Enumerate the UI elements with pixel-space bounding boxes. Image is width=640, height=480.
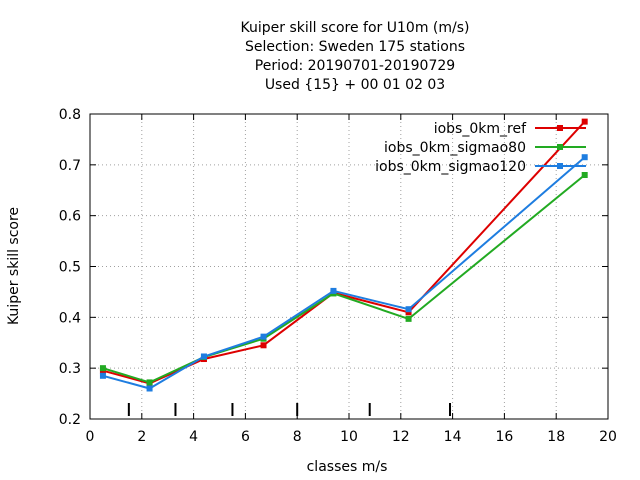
series-line xyxy=(102,174,586,384)
data-point xyxy=(146,379,153,386)
data-point xyxy=(200,353,207,360)
x-tick-label: 20 xyxy=(599,429,617,445)
x-tick-label: 4 xyxy=(189,429,198,445)
data-point xyxy=(405,315,412,322)
y-tick-label: 0.7 xyxy=(59,158,81,174)
y-tick-label: 0.4 xyxy=(59,310,81,326)
legend-label: iobs_0km_sigmao120 xyxy=(375,159,526,175)
data-point xyxy=(581,154,588,161)
data-point xyxy=(581,118,588,125)
series-iobs_0km_sigmao80 xyxy=(99,172,588,386)
y-tick-label: 0.6 xyxy=(59,209,81,225)
data-point xyxy=(330,287,337,294)
x-axis-label: classes m/s xyxy=(307,459,388,475)
series-line xyxy=(102,156,586,390)
series-layer xyxy=(99,118,588,392)
legend-swatch-marker xyxy=(557,144,563,150)
class-boundaries xyxy=(127,403,452,416)
x-tick-label: 0 xyxy=(86,429,95,445)
data-point xyxy=(146,385,153,392)
data-point xyxy=(260,342,267,349)
x-tick-label: 10 xyxy=(340,429,358,445)
y-tick-label: 0.2 xyxy=(59,412,81,428)
series-iobs_0km_sigmao120 xyxy=(99,154,588,392)
data-point xyxy=(260,333,267,340)
x-tick-label: 18 xyxy=(547,429,565,445)
legend-swatch-marker xyxy=(557,125,563,131)
x-tick-label: 16 xyxy=(495,429,513,445)
title-line-2: Selection: Sweden 175 stations xyxy=(245,39,465,55)
x-tick-label: 8 xyxy=(293,429,302,445)
axis-ticks: 0 2 4 6 8 10 12 14 16 18 20 0.2 0.3 0.4 0.5 0.6 0.7 0.8 xyxy=(59,107,617,445)
x-tick-label: 2 xyxy=(137,429,146,445)
data-point xyxy=(99,372,106,379)
y-tick-label: 0.3 xyxy=(59,361,81,377)
data-point xyxy=(581,172,588,178)
title-line-1: Kuiper skill score for U10m (m/s) xyxy=(241,20,470,36)
x-tick-label: 6 xyxy=(241,429,250,445)
legend-label: iobs_0km_ref xyxy=(434,121,527,137)
title-line-3: Period: 20190701-20190729 xyxy=(255,58,455,74)
y-tick-label: 0.8 xyxy=(59,107,81,123)
data-point xyxy=(405,309,412,316)
legend-label: iobs_0km_sigmao80 xyxy=(384,140,526,156)
legend: iobs_0km_ref iobs_0km_sigmao80 iobs_0km_si… xyxy=(375,121,586,175)
data-point xyxy=(405,306,412,313)
x-tick-label: 12 xyxy=(392,429,410,445)
x-tick-label: 14 xyxy=(444,429,462,445)
title-line-4: Used {15} + 00 01 02 03 xyxy=(265,77,445,93)
grid xyxy=(90,114,608,419)
y-axis-label: Kuiper skill score xyxy=(6,207,22,325)
legend-swatch-marker xyxy=(557,163,563,169)
y-tick-label: 0.5 xyxy=(59,260,81,276)
chart-title: Kuiper skill score for U10m (m/s) Select… xyxy=(241,20,470,93)
data-point xyxy=(99,365,106,372)
